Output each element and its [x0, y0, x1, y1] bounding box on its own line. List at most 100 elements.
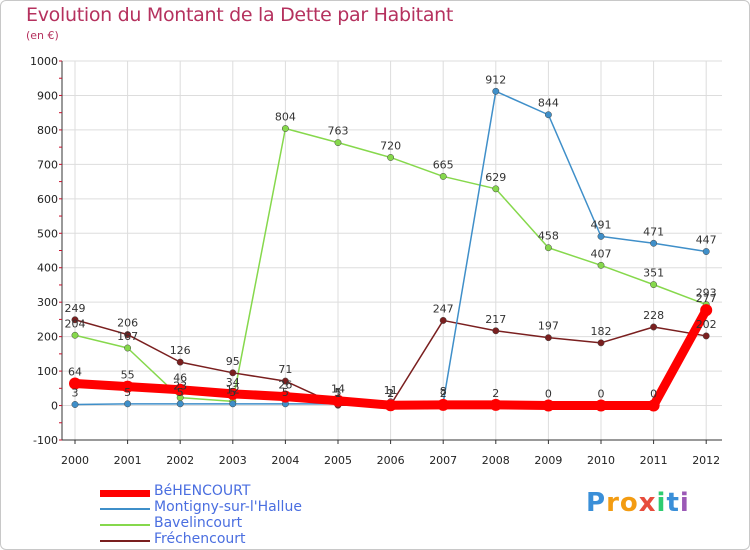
data-label-behencourt: 46	[173, 372, 187, 385]
x-tick-label: 2000	[61, 454, 89, 467]
data-label-behencourt: 0	[650, 388, 657, 401]
data-label-frechencourt: 206	[117, 317, 138, 330]
x-tick-label: 2010	[587, 454, 615, 467]
data-label-frechencourt: 217	[485, 313, 506, 326]
data-label-bavelincourt: 12	[226, 383, 240, 396]
proxiti-logo: Proxiti	[586, 488, 690, 518]
data-point-montigny	[544, 111, 552, 119]
data-point-behencourt	[542, 399, 555, 412]
x-tick-label: 2012	[692, 454, 720, 467]
data-label-bavelincourt: 458	[538, 230, 559, 243]
data-label-montigny: 5	[177, 386, 184, 399]
y-tick-label: 700	[37, 158, 58, 171]
data-point-montigny	[597, 232, 605, 240]
data-label-behencourt: 26	[278, 379, 292, 392]
data-label-frechencourt: 197	[538, 320, 559, 333]
y-tick-label: 100	[37, 365, 58, 378]
data-point-behencourt	[174, 383, 187, 396]
data-point-bavelincourt	[492, 185, 500, 193]
data-label-bavelincourt: 351	[643, 267, 664, 280]
data-point-behencourt	[279, 390, 292, 403]
chart-title: Evolution du Montant de la Dette par Hab…	[26, 4, 454, 26]
data-label-frechencourt: 1	[335, 387, 342, 400]
data-label-bavelincourt: 763	[328, 125, 349, 138]
data-point-frechencourt	[439, 316, 447, 324]
y-tick-label: 900	[37, 89, 58, 102]
data-point-frechencourt	[544, 334, 552, 342]
data-point-behencourt	[226, 387, 239, 400]
y-tick-label: 300	[37, 296, 58, 309]
legend-label-bavelincourt: Bavelincourt	[154, 515, 243, 531]
y-tick-label: 0	[51, 400, 58, 413]
data-label-bavelincourt: 407	[591, 247, 612, 260]
logo-letter: o	[619, 488, 639, 518]
data-point-montigny	[176, 400, 184, 408]
data-label-frechencourt: 2	[387, 387, 394, 400]
data-label-montigny: 471	[643, 225, 664, 238]
data-label-montigny: 5	[282, 386, 289, 399]
data-label-bavelincourt: 720	[380, 139, 401, 152]
logo-letter: t	[666, 488, 680, 518]
data-point-frechencourt	[124, 331, 132, 339]
data-label-bavelincourt: 23	[173, 380, 187, 393]
data-label-frechencourt: 126	[170, 344, 191, 357]
logo-letter: x	[638, 488, 657, 518]
data-point-bavelincourt	[544, 244, 552, 252]
data-point-behencourt	[121, 380, 134, 393]
x-tick-label: 2008	[482, 454, 510, 467]
data-label-frechencourt: 182	[591, 325, 612, 338]
data-label-frechencourt: 71	[278, 363, 292, 376]
y-tick-label: 600	[37, 193, 58, 206]
data-point-frechencourt	[71, 316, 79, 324]
data-label-montigny: 491	[591, 218, 612, 231]
legend-label-behencourt: BéHENCOURT	[154, 483, 251, 499]
legend-swatch-montigny	[100, 508, 150, 510]
data-label-behencourt: 0	[598, 388, 605, 401]
data-label-montigny: 8	[440, 385, 447, 398]
data-point-behencourt	[489, 398, 502, 411]
data-label-montigny: 447	[696, 234, 717, 247]
logo-letter: r	[606, 488, 620, 518]
x-tick-label: 2001	[114, 454, 142, 467]
data-label-behencourt: 0	[545, 388, 552, 401]
x-tick-label: 2006	[377, 454, 405, 467]
data-label-behencourt: 14	[331, 383, 345, 396]
legend-label-frechencourt: Fréchencourt	[154, 531, 246, 547]
data-label-frechencourt: 202	[696, 318, 717, 331]
x-tick-label: 2005	[324, 454, 352, 467]
data-point-frechencourt	[176, 358, 184, 366]
data-label-frechencourt: 228	[643, 309, 664, 322]
data-label-montigny: 5	[124, 386, 131, 399]
data-label-behencourt: 2	[492, 387, 499, 400]
data-label-montigny: 11	[384, 384, 398, 397]
x-tick-label: 2003	[219, 454, 247, 467]
data-label-bavelincourt: 665	[433, 158, 454, 171]
data-label-bavelincourt: 804	[275, 111, 296, 124]
data-label-behencourt: 34	[226, 376, 240, 389]
data-label-behencourt: 2	[440, 387, 447, 400]
data-point-frechencourt	[281, 377, 289, 385]
legend-swatch-frechencourt	[100, 540, 150, 542]
data-label-bavelincourt: 629	[485, 171, 506, 184]
y-tick-label: 500	[37, 227, 58, 240]
data-point-bavelincourt	[124, 344, 132, 352]
logo-letter: i	[656, 488, 667, 518]
data-label-frechencourt: 95	[226, 355, 240, 368]
data-point-frechencourt	[650, 323, 658, 331]
data-label-montigny: 844	[538, 97, 559, 110]
data-point-bavelincourt	[71, 331, 79, 339]
data-label-bavelincourt: 204	[65, 317, 86, 330]
data-point-montigny	[71, 401, 79, 408]
data-point-montigny	[650, 239, 658, 247]
data-label-bavelincourt: 167	[117, 330, 138, 343]
data-label-behencourt: 1	[387, 387, 394, 400]
data-point-bavelincourt	[597, 261, 605, 269]
data-label-montigny: 3	[72, 387, 79, 400]
data-point-frechencourt	[229, 369, 237, 377]
data-point-frechencourt	[702, 332, 710, 340]
data-point-behencourt	[647, 399, 660, 412]
x-tick-label: 2007	[429, 454, 457, 467]
data-point-behencourt	[437, 398, 450, 411]
